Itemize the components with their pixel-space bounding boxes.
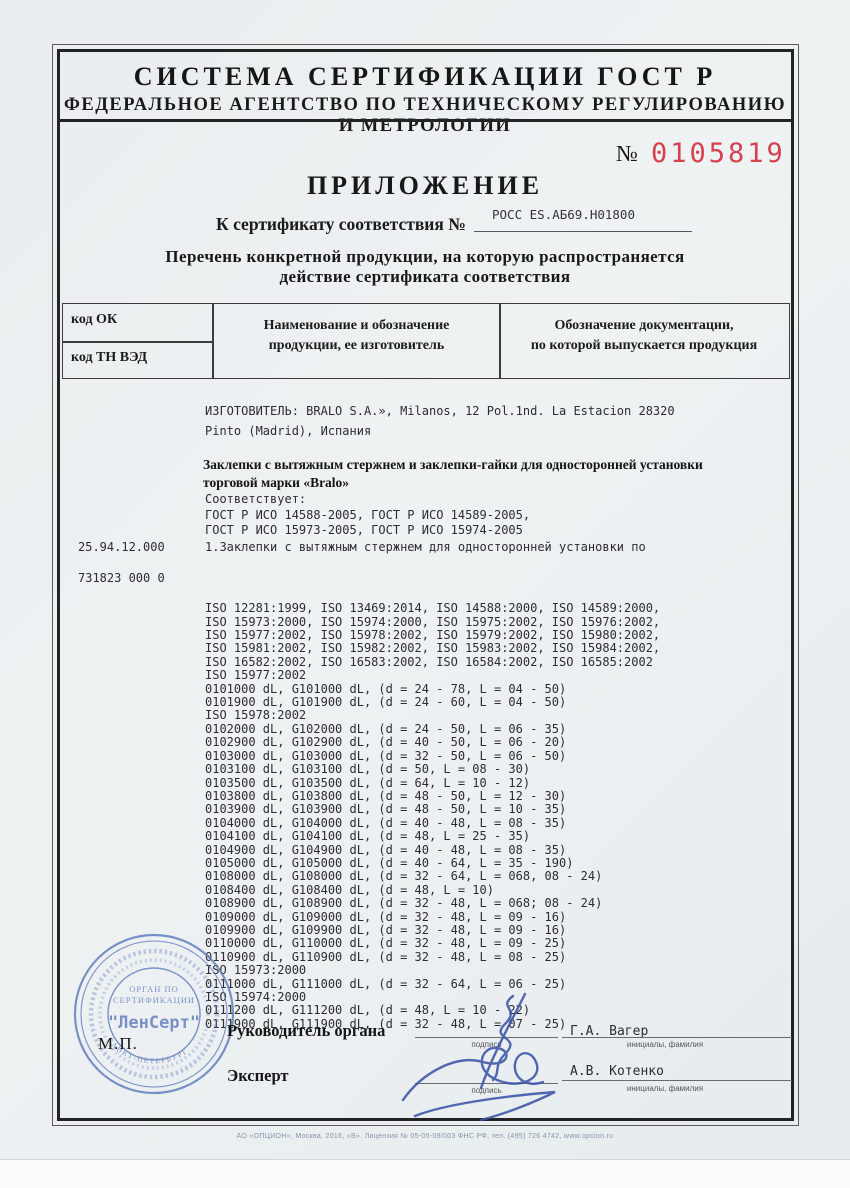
printer-imprint: АО «ОПЦИОН», Москва, 2016, «В». Лицензия… <box>236 1133 614 1140</box>
manufacturer-line2: Pinto (Madrid), Испания <box>205 424 372 438</box>
spec-line: 0108900 dL, G108900 dL, (d = 32 - 48, L … <box>205 896 603 911</box>
number-sign: № <box>616 141 638 166</box>
spec-line: 0103800 dL, G103800 dL, (d = 48 - 50, L … <box>205 788 567 803</box>
spec-line: 0102000 dL, G102000 dL, (d = 24 - 50, L … <box>205 721 567 736</box>
agency-title: ФЕДЕРАЛЬНОЕ АГЕНТСТВО ПО ТЕХНИЧЕСКОМУ РЕ… <box>63 95 787 136</box>
head-role-label: Руководитель органа <box>227 1021 386 1040</box>
spec-line: ISO 15977:2002, ISO 15978:2002, ISO 1597… <box>205 628 661 643</box>
spec-line: 0111200 dL, G111200 dL, (d = 48, L = 10 … <box>205 1003 531 1018</box>
header-rule <box>59 119 791 122</box>
col-header-tnved-code: код ТН ВЭД <box>71 350 148 365</box>
spec-line: ISO 12281:1999, ISO 13469:2014, ISO 1458… <box>205 601 661 616</box>
stamp-org-line1: ОРГАН ПО <box>129 984 179 994</box>
spec-line: 0111900 dL, G111900 dL, (d = 32 - 48, L … <box>205 1016 567 1031</box>
spec-line: 0111000 dL, G111000 dL, (d = 32 - 64, L … <box>205 976 567 991</box>
expert-signature-ink <box>401 1046 545 1102</box>
spec-line: 0103900 dL, G103900 dL, (d = 48 - 50, L … <box>205 802 567 817</box>
subtitle-line1: Перечень конкретной продукции, на котору… <box>165 247 685 266</box>
head-signature-ink <box>491 994 515 1082</box>
document-frame <box>52 44 799 1126</box>
code-cell-divider <box>63 341 212 343</box>
spec-line: ISO 15974:2000 <box>205 990 307 1004</box>
spec-line: 0109900 dL, G109900 dL, (d = 32 - 48, L … <box>205 922 567 937</box>
spec-line: 0102900 dL, G102900 dL, (d = 40 - 50, L … <box>205 735 567 750</box>
ink-signatures <box>401 992 556 1122</box>
spec-lines-block: ISO 12281:1999, ISO 13469:2014, ISO 1458… <box>205 562 660 1031</box>
product-description-2: торговой марки «Bralo» <box>203 475 350 490</box>
spec-line: 0101900 dL, G101900 dL, (d = 24 - 60, L … <box>205 695 567 710</box>
column-divider-2 <box>499 304 501 378</box>
stamp-org-name: "ЛенСерт" <box>108 1013 200 1033</box>
spec-line: 0104100 dL, G104100 dL, (d = 48, L = 25 … <box>205 829 531 844</box>
expert-name-caption: инициалы, фамилия <box>626 1084 704 1093</box>
expert-name-line <box>562 1080 792 1081</box>
spec-line: 0110900 dL, G110900 dL, (d = 32 - 48, L … <box>205 949 567 964</box>
spec-line: 0108000 dL, G108000 dL, (d = 32 - 64, L … <box>205 869 603 884</box>
col-header-product-2: продукции, ее изготовитель <box>268 338 445 353</box>
col-header-docs-2: по которой выпускается продукция <box>530 338 758 353</box>
spec-line: 0103100 dL, G103100 dL, (d = 50, L = 08 … <box>205 762 531 777</box>
cert-reference-number: РОСС ES.АБ69.Н01800 <box>492 207 635 222</box>
col-header-ok-code: код ОК <box>71 312 118 327</box>
document-frame-inner <box>57 49 794 1121</box>
appendix-title: ПРИЛОЖЕНИЕ <box>306 171 544 200</box>
spec-line: ISO 15973:2000, ISO 15974:2000, ISO 1597… <box>205 614 661 629</box>
ok-code: 25.94.12.000 <box>78 540 165 554</box>
expert-signature-line <box>415 1083 558 1084</box>
tnved-code: 731823 000 0 <box>78 571 165 585</box>
system-title: СИСТЕМА СЕРТИФИКАЦИИ ГОСТ Р <box>133 62 717 91</box>
head-name-caption: инициалы, фамилия <box>626 1040 704 1049</box>
spec-line: ISO 16582:2002, ISO 16583:2002, ISO 1658… <box>205 654 653 669</box>
blank-number: 0105819 <box>651 138 786 169</box>
manufacturer-line1: ИЗГОТОВИТЕЛЬ: BRALO S.A.», Milanos, 12 P… <box>205 404 675 418</box>
gost-line2: ГОСТ Р ИСО 15973-2005, ГОСТ Р ИСО 15974-… <box>205 523 523 537</box>
spec-line: 0105000 dL, G105000 dL, (d = 40 - 64, L … <box>205 855 574 870</box>
spec-line: 0101000 dL, G101000 dL, (d = 24 - 78, L … <box>205 681 567 696</box>
spec-line: ISO 15978:2002 <box>205 708 307 723</box>
spec-line: ISO 15973:2000 <box>205 963 307 978</box>
spec-line: 0109000 dL, G109000 dL, (d = 32 - 48, L … <box>205 909 567 924</box>
spec-line: ISO 15977:2002 <box>205 668 307 683</box>
col-header-docs-1: Обозначение документации, <box>554 318 734 333</box>
gost-line1: ГОСТ Р ИСО 14588-2005, ГОСТ Р ИСО 14589-… <box>205 508 531 522</box>
expert-name: А.В. Котенко <box>570 1064 664 1079</box>
seal-place-label: М.П. <box>98 1034 138 1053</box>
item-title: 1.Заклепки с вытяжным стержнем для однос… <box>205 540 646 554</box>
expert-signature-caption: подпись <box>471 1086 502 1095</box>
cert-number-underline <box>474 231 692 232</box>
table-header: код ОК код ТН ВЭД Наименование и обознач… <box>62 303 790 379</box>
stamp-org-line2: СЕРТИФИКАЦИИ <box>113 995 195 1005</box>
spec-line: 0104900 dL, G104900 dL, (d = 40 - 48, L … <box>205 842 567 857</box>
expert-role-label: Эксперт <box>227 1066 289 1085</box>
conformity-label: Соответствует: <box>205 492 307 506</box>
subtitle-line2: действие сертификата соответствия <box>279 267 571 286</box>
paper-background <box>0 0 850 1160</box>
head-signature-line <box>415 1037 558 1038</box>
col-header-product-1: Наименование и обозначение <box>263 318 450 333</box>
head-name: Г.А. Вагер <box>570 1024 649 1039</box>
head-signature-caption: подпись <box>471 1040 502 1049</box>
spec-line: ISO 15981:2002, ISO 15982:2002, ISO 1598… <box>205 641 661 656</box>
column-divider-1 <box>212 304 214 378</box>
product-description-1: Заклепки с вытяжным стержнем и заклепки-… <box>203 457 703 472</box>
spec-line: 0104000 dL, G104000 dL, (d = 40 - 48, L … <box>205 815 567 830</box>
spec-line: 0103500 dL, G103500 dL, (d = 64, L = 10 … <box>205 775 531 790</box>
stamp-ring-text-blur <box>88 948 220 1080</box>
scan-background <box>0 1160 850 1188</box>
certification-stamp: САНКТ-ПЕТЕРБУРГ ОРГАН ПО СЕРТИФИКАЦИИ "Л… <box>73 933 235 1095</box>
spec-line: 0108400 dL, G108400 dL, (d = 48, L = 10) <box>205 882 494 897</box>
spec-line: 0110000 dL, G110000 dL, (d = 32 - 48, L … <box>205 936 567 951</box>
head-name-line <box>562 1037 792 1038</box>
spec-line: 0103000 dL, G103000 dL, (d = 32 - 50, L … <box>205 748 567 763</box>
cert-reference-label: К сертификату соответствия № <box>216 214 466 234</box>
